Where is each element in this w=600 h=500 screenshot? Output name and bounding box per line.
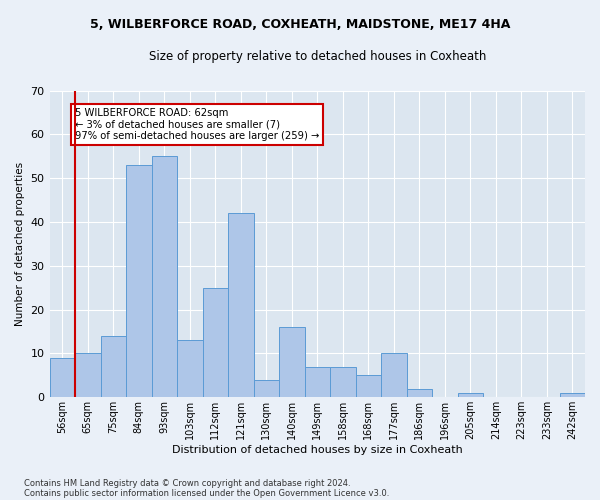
Bar xyxy=(407,388,432,398)
Bar xyxy=(50,358,75,398)
Bar xyxy=(152,156,177,398)
Bar xyxy=(305,366,330,398)
Bar xyxy=(279,327,305,398)
Title: Size of property relative to detached houses in Coxheath: Size of property relative to detached ho… xyxy=(149,50,486,63)
Bar xyxy=(228,213,254,398)
Bar xyxy=(126,165,152,398)
Bar xyxy=(458,393,483,398)
Text: Contains HM Land Registry data © Crown copyright and database right 2024.: Contains HM Land Registry data © Crown c… xyxy=(24,478,350,488)
Bar xyxy=(560,393,585,398)
X-axis label: Distribution of detached houses by size in Coxheath: Distribution of detached houses by size … xyxy=(172,445,463,455)
Text: Contains public sector information licensed under the Open Government Licence v3: Contains public sector information licen… xyxy=(24,488,389,498)
Y-axis label: Number of detached properties: Number of detached properties xyxy=(15,162,25,326)
Bar xyxy=(381,354,407,398)
Bar xyxy=(101,336,126,398)
Bar xyxy=(177,340,203,398)
Bar xyxy=(75,354,101,398)
Bar xyxy=(356,376,381,398)
Bar xyxy=(330,366,356,398)
Bar xyxy=(254,380,279,398)
Bar xyxy=(203,288,228,398)
Text: 5, WILBERFORCE ROAD, COXHEATH, MAIDSTONE, ME17 4HA: 5, WILBERFORCE ROAD, COXHEATH, MAIDSTONE… xyxy=(90,18,510,30)
Text: 5 WILBERFORCE ROAD: 62sqm
← 3% of detached houses are smaller (7)
97% of semi-de: 5 WILBERFORCE ROAD: 62sqm ← 3% of detach… xyxy=(75,108,319,142)
